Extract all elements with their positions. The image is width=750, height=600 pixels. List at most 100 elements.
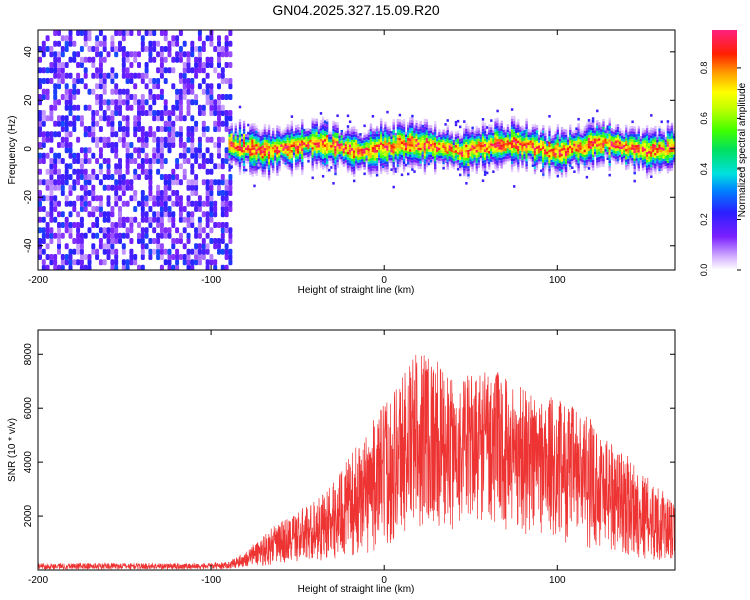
heatmap-cell — [567, 160, 570, 164]
heatmap-cell — [319, 162, 323, 166]
heatmap-cell — [38, 190, 42, 196]
heatmap-cell — [249, 153, 252, 157]
heatmap-cell — [442, 145, 445, 149]
heatmap-cell — [346, 165, 350, 168]
heatmap-cell — [83, 200, 88, 207]
heatmap-cell — [494, 166, 497, 170]
heatmap-cell — [583, 133, 586, 137]
heatmap-cell — [340, 161, 343, 165]
heatmap-cell — [382, 152, 385, 155]
heatmap-cell — [217, 136, 221, 143]
heatmap-cell — [392, 143, 395, 146]
heatmap-cell — [558, 152, 562, 155]
heatmap-cell — [533, 123, 537, 127]
heatmap-cell — [411, 138, 414, 142]
heatmap-cell — [125, 264, 130, 270]
heatmap-cell — [242, 134, 246, 137]
heatmap-cell — [330, 134, 333, 137]
heatmap-cell — [76, 222, 81, 228]
heatmap-cell — [423, 121, 427, 124]
heatmap-cell — [148, 158, 153, 164]
heatmap-cell — [413, 149, 416, 152]
heatmap-cell — [171, 120, 176, 127]
heatmap-cell — [481, 150, 485, 153]
heatmap-cell — [564, 169, 568, 173]
heatmap-cell — [313, 161, 316, 164]
heatmap-cell — [328, 142, 331, 145]
heatmap-cell — [217, 184, 221, 191]
heatmap-cell — [618, 130, 622, 134]
heatmap-cell — [523, 135, 526, 138]
heatmap-cell — [394, 146, 397, 149]
heatmap-cell — [475, 141, 478, 145]
heatmap-cell — [363, 151, 366, 154]
heatmap-cell — [367, 129, 370, 133]
heatmap-cell — [500, 120, 503, 124]
heatmap-cell — [313, 155, 316, 159]
heatmap-cell — [465, 139, 468, 142]
heatmap-cell — [334, 167, 337, 170]
heatmap-cell — [591, 138, 595, 142]
heatmap-cell — [95, 67, 100, 74]
heatmap-cell — [637, 141, 640, 145]
heatmap-cell — [461, 146, 464, 149]
heatmap-cell — [562, 139, 566, 143]
heatmap-cell — [369, 131, 373, 135]
heatmap-cell — [510, 140, 514, 143]
heatmap-cell — [506, 132, 510, 135]
heatmap-cell — [284, 127, 287, 131]
heatmap-cell — [591, 165, 595, 168]
heatmap-cell — [533, 137, 537, 140]
heatmap-cell — [346, 130, 350, 134]
heatmap-cell — [280, 152, 283, 155]
heatmap-cell — [367, 158, 370, 162]
heatmap-cell — [49, 78, 54, 84]
heatmap-cell — [643, 134, 647, 138]
heatmap-cell — [506, 148, 510, 151]
heatmap-cell — [332, 158, 335, 161]
heatmap-cell — [261, 158, 264, 162]
heatmap-cell — [286, 166, 289, 170]
heatmap-cell — [190, 83, 195, 90]
heatmap-cell — [662, 140, 665, 143]
heatmap-cell — [548, 131, 551, 134]
heatmap-cell — [284, 146, 287, 149]
heatmap-cell — [288, 167, 291, 170]
heatmap-cell — [68, 147, 73, 154]
heatmap-cell — [400, 128, 404, 131]
heatmap-cell — [118, 110, 122, 116]
heatmap-cell — [137, 152, 141, 159]
heatmap-cell — [261, 150, 264, 154]
heatmap-cell — [76, 51, 81, 58]
heatmap-cell — [629, 141, 632, 145]
heatmap-cell — [209, 40, 214, 47]
heatmap-cell — [421, 138, 424, 141]
heatmap-cell — [614, 129, 618, 133]
heatmap-cell — [106, 158, 111, 164]
heatmap-cell — [490, 135, 493, 138]
heatmap-cell — [194, 254, 199, 260]
heatmap-cell — [209, 62, 214, 68]
heatmap-cell — [336, 146, 339, 149]
heatmap-cell — [475, 136, 478, 140]
heatmap-cell — [220, 72, 225, 79]
heatmap-cell — [228, 62, 233, 68]
heatmap-cell — [351, 150, 354, 154]
heatmap-cell — [121, 142, 126, 148]
heatmap-cell — [384, 166, 387, 170]
heatmap-cell — [311, 131, 314, 134]
heatmap-cell — [500, 123, 503, 126]
heatmap-cell — [230, 130, 233, 134]
heatmap-cell — [407, 135, 410, 138]
heatmap-cell — [95, 83, 100, 90]
heatmap-cell — [616, 142, 620, 146]
heatmap-cell — [249, 143, 252, 146]
heatmap-cell — [664, 152, 667, 156]
heatmap-cell — [125, 259, 130, 266]
heatmap-cell — [140, 232, 145, 239]
heatmap-cell — [494, 142, 497, 146]
heatmap-cell — [328, 155, 331, 159]
heatmap-cell — [351, 153, 354, 156]
heatmap-cell — [625, 159, 628, 163]
heatmap-cell — [301, 151, 304, 154]
